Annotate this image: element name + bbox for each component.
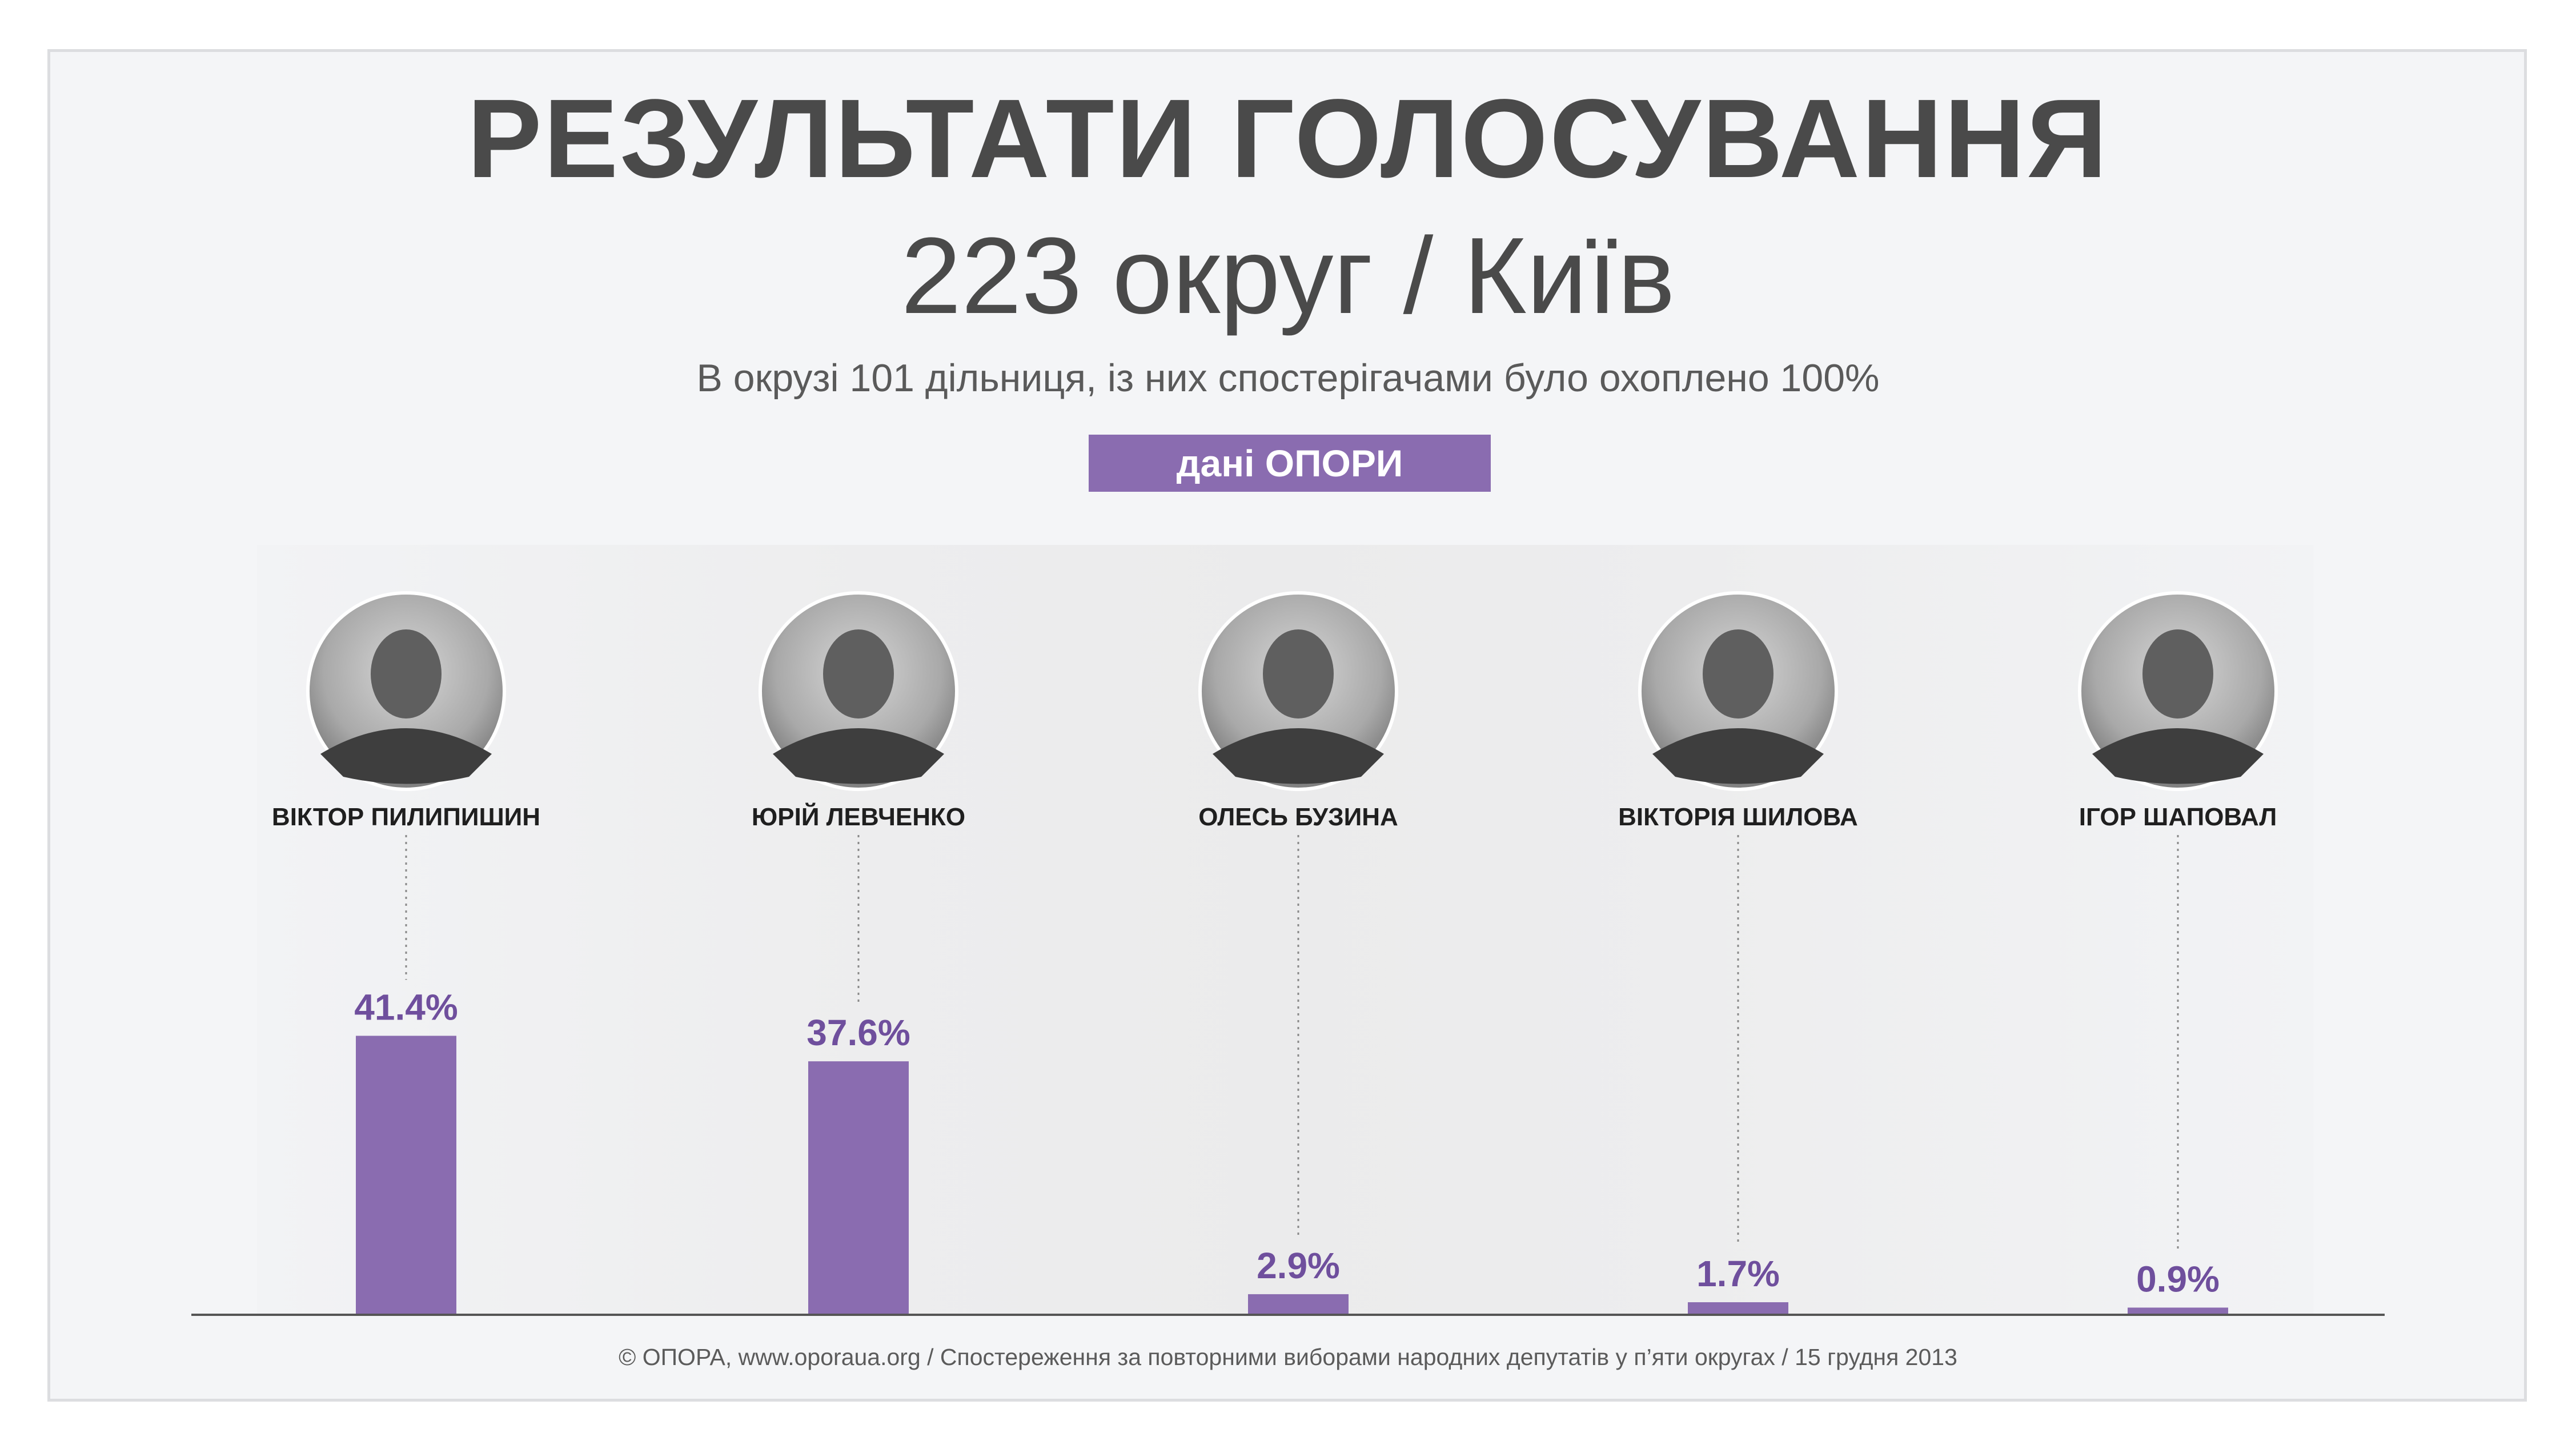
- bar: [1248, 1294, 1349, 1314]
- candidate-name: ВІКТОР ПИЛИПИШИН: [272, 803, 540, 831]
- value-label: 41.4%: [354, 987, 458, 1028]
- value-label: 1.7%: [1696, 1253, 1780, 1294]
- candidate-head-silhouette: [823, 629, 894, 719]
- candidate-name: ІГОР ШАПОВАЛ: [2079, 803, 2277, 831]
- footer-credit: © ОПОРА, www.oporaua.org / Спостереження…: [619, 1344, 1957, 1370]
- value-label: 37.6%: [806, 1012, 910, 1053]
- bar: [356, 1035, 456, 1314]
- page-title: РЕЗУЛЬТАТИ ГОЛОСУВАННЯ: [467, 76, 2109, 201]
- bar: [808, 1061, 909, 1314]
- value-label: 0.9%: [2136, 1258, 2220, 1299]
- candidate-shoulders-silhouette: [1652, 728, 1824, 784]
- candidate-head-silhouette: [2142, 629, 2213, 719]
- candidate-shoulders-silhouette: [773, 728, 944, 784]
- page-subtitle: 223 округ / Київ: [901, 215, 1675, 336]
- bar: [1688, 1302, 1788, 1314]
- candidate-head-silhouette: [1703, 629, 1773, 719]
- candidate-shoulders-silhouette: [1213, 728, 1384, 784]
- candidate-shoulders-silhouette: [320, 728, 492, 784]
- source-badge: дані ОПОРИ: [1089, 435, 1491, 492]
- candidate-shoulders-silhouette: [2092, 728, 2264, 784]
- candidate-head-silhouette: [1263, 629, 1334, 719]
- candidate-name: ВІКТОРІЯ ШИЛОВА: [1618, 803, 1858, 831]
- candidate-name: ОЛЕСЬ БУЗИНА: [1198, 803, 1398, 831]
- candidate-name: ЮРІЙ ЛЕВЧЕНКО: [752, 802, 965, 831]
- coverage-note: В окрузі 101 дільниця, із них спостеріга…: [696, 356, 1880, 400]
- value-label: 2.9%: [1257, 1245, 1340, 1286]
- bar: [2128, 1307, 2228, 1314]
- candidate-head-silhouette: [371, 629, 442, 719]
